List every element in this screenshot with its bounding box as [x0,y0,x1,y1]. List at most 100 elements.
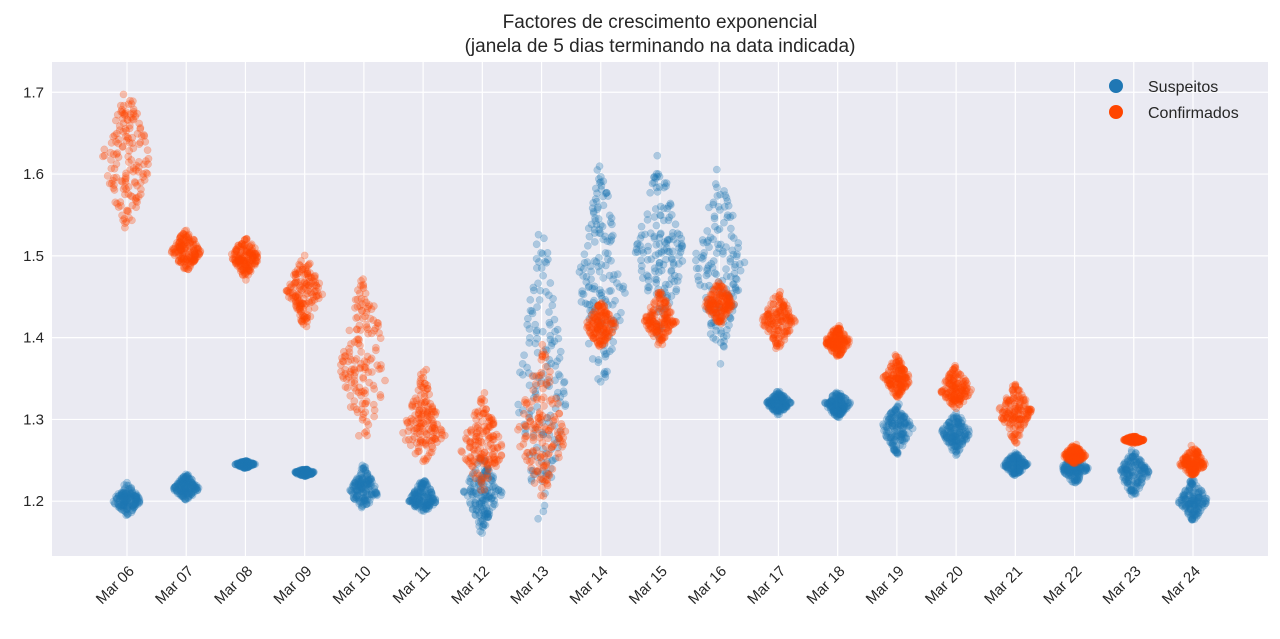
point-suspeitos [1064,466,1071,473]
point-confirmados [601,321,608,328]
point-suspeitos [713,184,720,191]
chart-title: Factores de crescimento exponencial [503,12,818,33]
point-suspeitos [600,274,607,281]
point-suspeitos [1071,476,1078,483]
point-confirmados [364,353,371,360]
chart-subtitle: (janela de 5 dias terminando na data ind… [465,36,856,57]
point-confirmados [418,414,425,421]
point-confirmados [169,245,176,252]
point-confirmados [142,138,149,145]
point-suspeitos [955,418,962,425]
point-confirmados [422,439,429,446]
point-suspeitos [538,265,545,272]
point-confirmados [554,400,561,407]
point-suspeitos [546,319,553,326]
point-suspeitos [1189,516,1196,523]
point-suspeitos [1074,470,1081,477]
point-suspeitos [653,279,660,286]
point-confirmados [539,385,546,392]
point-suspeitos [527,307,534,314]
point-confirmados [653,329,660,336]
point-suspeitos [644,211,651,218]
point-confirmados [426,449,433,456]
point-suspeitos [1014,451,1021,458]
point-confirmados [371,385,378,392]
point-suspeitos [484,493,491,500]
point-confirmados [351,369,358,376]
point-confirmados [301,252,308,259]
point-suspeitos [544,249,551,256]
point-confirmados [132,179,139,186]
point-confirmados [498,442,505,449]
point-suspeitos [189,482,196,489]
point-suspeitos [833,389,840,396]
point-confirmados [835,325,842,332]
point-suspeitos [415,500,422,507]
point-confirmados [359,374,366,381]
point-confirmados [115,140,122,147]
point-confirmados [424,382,431,389]
point-confirmados [232,258,239,265]
point-suspeitos [645,273,652,280]
point-confirmados [123,207,130,214]
point-confirmados [523,400,530,407]
point-suspeitos [609,301,616,308]
point-suspeitos [692,257,699,264]
point-confirmados [347,340,354,347]
point-confirmados [534,467,541,474]
point-confirmados [844,341,851,348]
point-suspeitos [1009,458,1016,465]
point-suspeitos [533,329,540,336]
point-confirmados [539,351,546,358]
point-confirmados [372,347,379,354]
point-suspeitos [945,423,952,430]
point-confirmados [546,379,553,386]
point-confirmados [132,195,139,202]
point-suspeitos [584,259,591,266]
point-suspeitos [562,401,569,408]
point-confirmados [770,320,777,327]
point-confirmados [474,422,481,429]
point-confirmados [540,492,547,499]
point-suspeitos [668,275,675,282]
point-confirmados [474,447,481,454]
point-suspeitos [653,222,660,229]
point-confirmados [245,267,252,274]
point-confirmados [550,417,557,424]
point-confirmados [308,274,315,281]
point-suspeitos [589,285,596,292]
point-confirmados [527,418,534,425]
point-confirmados [358,388,365,395]
point-suspeitos [535,231,542,238]
point-confirmados [132,166,139,173]
point-confirmados [238,240,245,247]
point-suspeitos [541,258,548,265]
point-confirmados [834,341,841,348]
point-suspeitos [705,262,712,269]
point-suspeitos [592,185,599,192]
point-confirmados [412,450,419,457]
point-suspeitos [243,457,250,464]
point-suspeitos [727,225,734,232]
point-confirmados [429,406,436,413]
point-suspeitos [655,170,662,177]
point-suspeitos [530,284,537,291]
point-confirmados [888,363,895,370]
point-confirmados [418,421,425,428]
point-suspeitos [666,236,673,243]
point-suspeitos [893,443,900,450]
point-suspeitos [533,241,540,248]
point-suspeitos [195,484,202,491]
point-suspeitos [561,378,568,385]
point-suspeitos [713,250,720,257]
point-confirmados [370,401,377,408]
point-confirmados [313,293,320,300]
point-suspeitos [616,283,623,290]
point-suspeitos [519,360,526,367]
point-confirmados [558,420,565,427]
point-confirmados [180,235,187,242]
point-suspeitos [656,183,663,190]
point-confirmados [541,453,548,460]
point-suspeitos [701,249,708,256]
point-suspeitos [174,487,181,494]
